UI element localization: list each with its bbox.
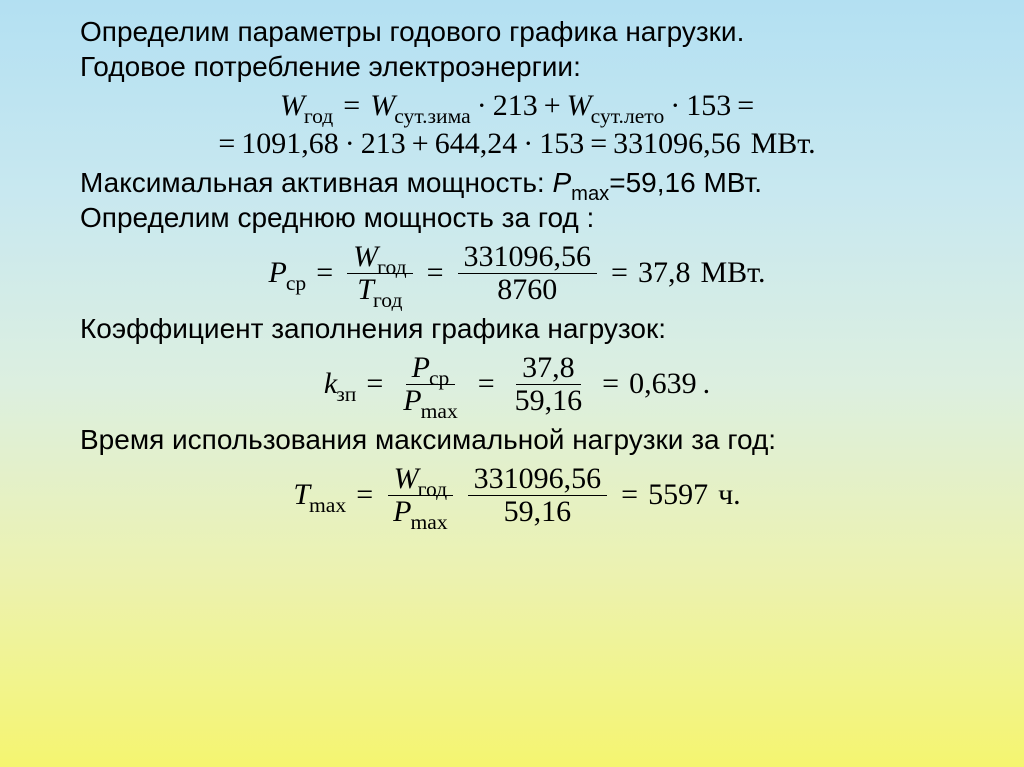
- tmax-intro: Время использования максимальной нагрузк…: [80, 422, 954, 457]
- formula-kzp: kзп = Pср Pmax = 37,8 59,16 = 0,639.: [80, 352, 954, 416]
- formula-pcp: Pср = Wгод Tгод = 331096,56 8760 = 37,8 …: [80, 241, 954, 305]
- kzp-intro: Коэффициент заполнения графика нагрузок:: [80, 311, 954, 346]
- pmax-line: Максимальная активная мощность: Рmax=59,…: [80, 165, 954, 200]
- formula-tmax: Tmax = Wгод Pmax 331096,56 59,16 = 5597 …: [80, 463, 954, 527]
- intro-line-2: Годовое потребление электроэнергии:: [80, 49, 954, 84]
- intro-line-1: Определим параметры годового графика наг…: [80, 14, 954, 49]
- avg-intro: Определим среднюю мощность за год :: [80, 200, 954, 235]
- formula-wgod: Wгод = Wсут.зима · 213 + Wсут.лето · 153…: [80, 90, 954, 159]
